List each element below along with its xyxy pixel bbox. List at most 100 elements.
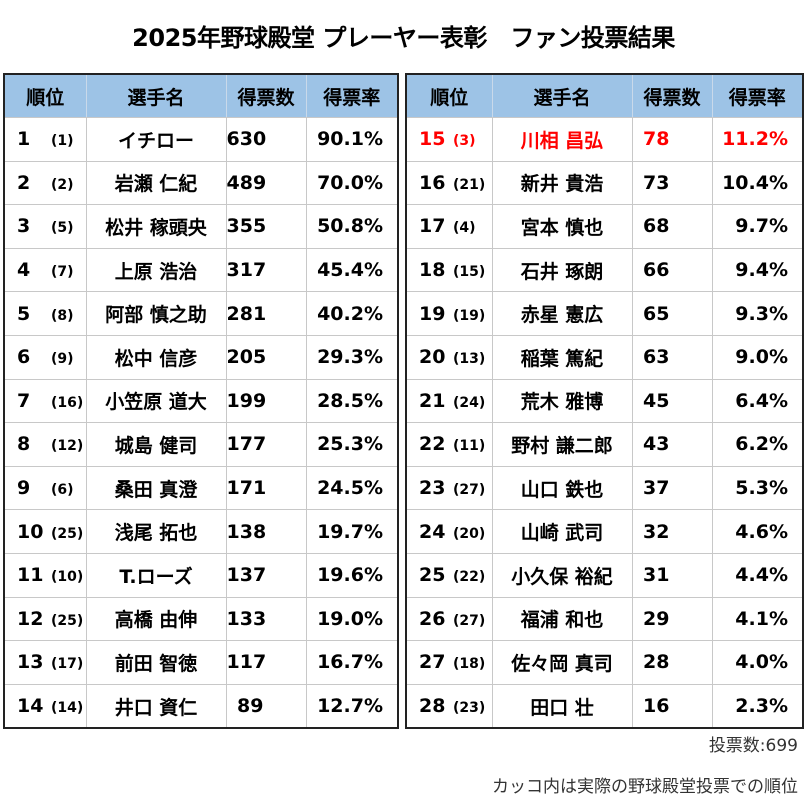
rank-cell: 18 (15) — [405, 247, 493, 293]
player-name: 佐々岡 真司 — [491, 640, 633, 685]
fan-rank: 19 — [419, 302, 446, 325]
fan-rank: 4 — [17, 259, 31, 282]
player-name: イチロー — [85, 117, 227, 162]
rank-cell: 22 (11) — [405, 422, 493, 467]
rank-cell: 10 (25) — [3, 509, 87, 554]
actual-rank: (20) — [453, 525, 486, 542]
actual-rank: (27) — [453, 612, 486, 629]
player-name: 荒木 雅博 — [491, 378, 633, 424]
vote-rate: 40.2% — [305, 291, 399, 336]
results-table-left: 順位 選手名 得票数 得票率 1 (1) イチロー 630 90.1% 2 (2) 岩瀬 仁紀… — [3, 73, 399, 730]
table-row: 12 (25) 高橋 由伸 133 19.0% — [3, 596, 399, 642]
actual-rank: (11) — [453, 438, 486, 455]
vote-count: 281 — [225, 291, 307, 336]
actual-rank: (5) — [51, 220, 74, 237]
player-name: 前田 智徳 — [85, 640, 227, 685]
rank-cell: 26 (27) — [405, 596, 493, 642]
vote-rate: 29.3% — [305, 334, 399, 380]
header-rate: 得票率 — [305, 74, 398, 118]
rank-cell: 8 (12) — [3, 422, 87, 467]
vote-rate: 9.4% — [711, 247, 804, 293]
fan-rank: 9 — [17, 477, 31, 500]
table-row: 10 (25) 浅尾 拓也 138 19.7% — [3, 509, 399, 554]
actual-rank: (27) — [453, 482, 486, 499]
vote-count: 199 — [225, 378, 307, 424]
actual-rank: (22) — [453, 569, 486, 586]
player-name: 野村 謙二郎 — [491, 422, 633, 467]
rank-cell: 6 (9) — [3, 334, 87, 380]
rank-cell: 3 (5) — [3, 204, 87, 249]
actual-rank: (9) — [51, 351, 74, 368]
total-votes-note: 投票数:699 — [708, 736, 798, 756]
fan-rank: 1 — [17, 128, 31, 151]
rank-cell: 4 (7) — [3, 247, 87, 293]
vote-count: 317 — [225, 247, 307, 293]
rank-cell: 14 (14) — [3, 683, 87, 729]
actual-rank: (25) — [51, 612, 84, 629]
player-name: 小笠原 道大 — [85, 378, 227, 424]
vote-count: 73 — [631, 160, 713, 206]
rank-cell: 7 (16) — [3, 378, 87, 424]
player-name: 福浦 和也 — [491, 596, 633, 642]
player-name: T.ローズ — [85, 552, 227, 598]
rank-cell: 9 (6) — [3, 465, 87, 511]
vote-count: 355 — [225, 204, 307, 249]
rank-cell: 28 (23) — [405, 683, 493, 729]
vote-count: 37 — [631, 465, 713, 511]
player-name: 川相 昌弘 — [491, 117, 633, 162]
table-row: 5 (8) 阿部 慎之助 281 40.2% — [3, 291, 399, 336]
actual-rank: (23) — [453, 700, 486, 717]
fan-rank: 13 — [17, 651, 44, 674]
fan-rank: 15 — [419, 128, 446, 151]
header-rank: 順位 — [406, 74, 492, 118]
fan-rank: 7 — [17, 389, 31, 412]
table-row: 16 (21) 新井 貴浩 73 10.4% — [405, 160, 804, 206]
player-name: 山崎 武司 — [491, 509, 633, 554]
vote-count: 78 — [631, 117, 713, 162]
vote-rate: 24.5% — [305, 465, 399, 511]
results-table-right: 順位 選手名 得票数 得票率 15 (3) 川相 昌弘 78 11.2% 16 (21) 新井… — [405, 73, 804, 730]
actual-rank: (6) — [51, 482, 74, 499]
player-name: 松井 稼頭央 — [85, 204, 227, 249]
vote-count: 133 — [225, 596, 307, 642]
page-title: 2025年野球殿堂 プレーヤー表彰 ファン投票結果 — [132, 24, 675, 52]
vote-rate: 45.4% — [305, 247, 399, 293]
header-name: 選手名 — [491, 74, 632, 118]
rank-cell: 24 (20) — [405, 509, 493, 554]
actual-rank: (25) — [51, 525, 84, 542]
table-row: 8 (12) 城島 健司 177 25.3% — [3, 422, 399, 467]
player-name: 山口 鉄也 — [491, 465, 633, 511]
rank-cell: 19 (19) — [405, 291, 493, 336]
rank-cell: 16 (21) — [405, 160, 493, 206]
table-header-row: 順位 選手名 得票数 得票率 — [406, 74, 803, 118]
vote-rate: 12.7% — [305, 683, 399, 729]
rank-cell: 23 (27) — [405, 465, 493, 511]
table-row: 23 (27) 山口 鉄也 37 5.3% — [405, 465, 804, 511]
rank-cell: 13 (17) — [3, 640, 87, 685]
fan-rank: 25 — [419, 564, 446, 587]
table-row: 18 (15) 石井 琢朗 66 9.4% — [405, 247, 804, 293]
vote-rate: 28.5% — [305, 378, 399, 424]
table-row: 11 (10) T.ローズ 137 19.6% — [3, 552, 399, 598]
vote-rate: 9.7% — [711, 204, 804, 249]
rank-cell: 15 (3) — [405, 117, 493, 162]
vote-rate: 4.4% — [711, 552, 804, 598]
fan-rank: 17 — [419, 215, 446, 238]
vote-rate: 19.0% — [305, 596, 399, 642]
table-header-row: 順位 選手名 得票数 得票率 — [4, 74, 398, 118]
rank-cell: 1 (1) — [3, 117, 87, 162]
fan-rank: 28 — [419, 695, 446, 718]
table-row: 19 (19) 赤星 憲広 65 9.3% — [405, 291, 804, 336]
vote-count: 630 — [225, 117, 307, 162]
vote-count: 16 — [631, 683, 713, 729]
actual-rank: (13) — [453, 351, 486, 368]
fan-rank: 5 — [17, 302, 31, 325]
vote-rate: 4.0% — [711, 640, 804, 685]
rank-cell: 27 (18) — [405, 640, 493, 685]
vote-count: 32 — [631, 509, 713, 554]
bracket-explanation-note: カッコ内は実際の野球殿堂投票での順位 — [492, 777, 798, 797]
fan-rank: 24 — [419, 520, 446, 543]
player-name: 石井 琢朗 — [491, 247, 633, 293]
fan-rank: 22 — [419, 433, 446, 456]
actual-rank: (3) — [453, 133, 476, 150]
